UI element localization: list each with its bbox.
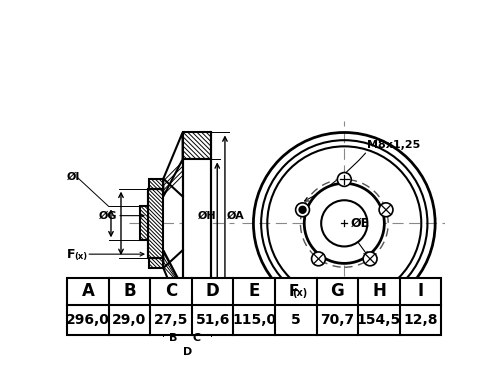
Bar bbox=[139, 131, 213, 316]
Text: ØH: ØH bbox=[198, 211, 216, 221]
Circle shape bbox=[311, 252, 325, 266]
Text: 115,0: 115,0 bbox=[232, 313, 276, 327]
Circle shape bbox=[337, 172, 351, 186]
Text: (x): (x) bbox=[74, 252, 87, 261]
Text: ØE: ØE bbox=[351, 217, 370, 230]
Bar bbox=[67, 278, 441, 335]
Text: 27,5: 27,5 bbox=[154, 313, 188, 327]
Polygon shape bbox=[149, 258, 163, 268]
Text: B: B bbox=[169, 334, 177, 343]
Text: C: C bbox=[193, 334, 201, 343]
Text: F: F bbox=[288, 284, 299, 299]
Text: A: A bbox=[81, 282, 94, 301]
Circle shape bbox=[296, 203, 310, 217]
Text: 29,0: 29,0 bbox=[112, 313, 147, 327]
Polygon shape bbox=[163, 250, 183, 314]
Text: 5: 5 bbox=[291, 313, 301, 327]
Text: G: G bbox=[330, 282, 344, 301]
Text: 51,6: 51,6 bbox=[195, 313, 230, 327]
Text: I: I bbox=[418, 282, 424, 301]
Text: 296,0: 296,0 bbox=[66, 313, 110, 327]
Circle shape bbox=[304, 183, 384, 263]
Polygon shape bbox=[149, 179, 163, 189]
Polygon shape bbox=[183, 160, 211, 287]
Polygon shape bbox=[148, 189, 163, 258]
Circle shape bbox=[299, 206, 306, 213]
Text: D: D bbox=[206, 282, 220, 301]
Text: D: D bbox=[183, 346, 192, 357]
Text: H: H bbox=[372, 282, 386, 301]
Text: 154,5: 154,5 bbox=[357, 313, 401, 327]
Text: ØA: ØA bbox=[227, 211, 245, 221]
Text: ØI: ØI bbox=[67, 172, 80, 182]
Text: B: B bbox=[123, 282, 136, 301]
Circle shape bbox=[379, 203, 393, 217]
Polygon shape bbox=[183, 287, 211, 314]
Polygon shape bbox=[163, 133, 183, 196]
Text: 12,8: 12,8 bbox=[403, 313, 438, 327]
Text: C: C bbox=[165, 282, 177, 301]
Text: M8x1,25: M8x1,25 bbox=[368, 140, 421, 150]
Text: E: E bbox=[248, 282, 260, 301]
Polygon shape bbox=[140, 207, 148, 240]
Text: F: F bbox=[67, 247, 75, 261]
Circle shape bbox=[321, 200, 368, 246]
Text: ØG: ØG bbox=[99, 211, 117, 221]
Polygon shape bbox=[183, 133, 211, 160]
Circle shape bbox=[363, 252, 377, 266]
Text: 70,7: 70,7 bbox=[320, 313, 355, 327]
Text: (x): (x) bbox=[292, 288, 307, 298]
